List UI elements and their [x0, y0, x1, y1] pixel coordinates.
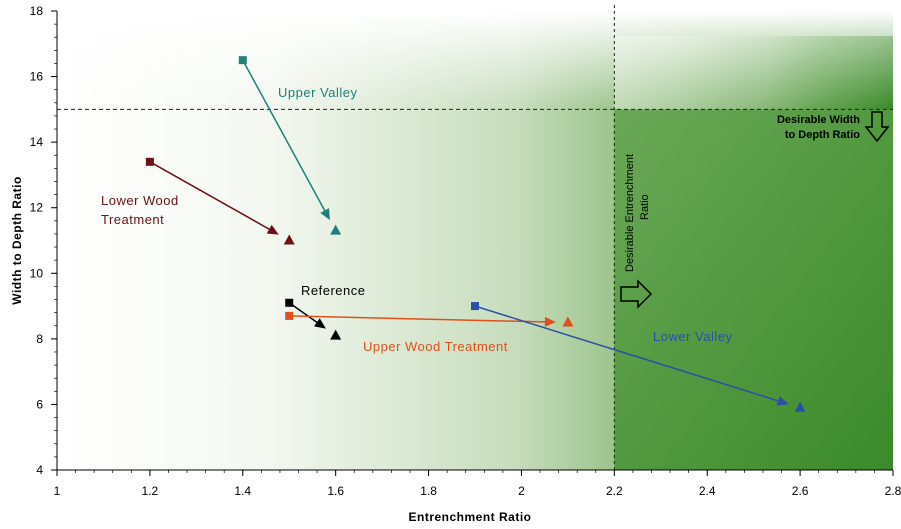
x-tick-label: 2.2: [606, 484, 623, 498]
y-tick-label: 18: [30, 4, 44, 18]
y-tick-label: 16: [30, 70, 44, 84]
x-tick-label: 1: [54, 484, 61, 498]
series-3-arrowhead: [544, 316, 556, 327]
x-tick-label: 2.6: [792, 484, 809, 498]
series-group: [145, 56, 806, 412]
series-2-arrowhead: [313, 318, 326, 329]
series-label-upper-valley: Upper Valley: [278, 85, 357, 100]
series-3-line: [289, 315, 549, 323]
series-2-line: [288, 302, 321, 326]
annotation-entrenchment-line1: Desirable Entrenchment: [624, 154, 636, 272]
series-0-end-marker: [330, 224, 342, 235]
x-tick-label: 1.2: [142, 484, 159, 498]
desirable-region: [614, 109, 893, 470]
y-axis-title: Width to Depth Ratio: [10, 176, 24, 305]
y-tick-label: 4: [36, 463, 43, 477]
series-label-lower-valley: Lower Valley: [653, 329, 732, 344]
desirable-region-top: [614, 36, 893, 110]
annotation-entrenchment: Desirable Entrenchment Ratio: [620, 154, 653, 309]
y-tick-label: 6: [36, 397, 43, 411]
series-0-arrowhead: [320, 208, 330, 221]
down-arrow-icon: [864, 111, 890, 143]
series-2-start-marker: [285, 298, 294, 307]
right-arrow-icon: [620, 279, 653, 309]
series-4-end-marker: [794, 401, 806, 412]
series-4-line: [474, 305, 783, 403]
plot-background: [57, 11, 893, 470]
y-tick-label: 10: [30, 266, 44, 280]
annotation-entrenchment-line2: Ratio: [639, 194, 651, 220]
series-4-arrowhead: [776, 396, 789, 406]
x-axis-title: Entrenchment Ratio: [408, 510, 531, 524]
series-3-end-marker: [562, 316, 574, 327]
series-2-end-marker: [330, 329, 342, 340]
x-tick-label: 1.6: [327, 484, 344, 498]
series-1-line: [149, 161, 274, 232]
x-tick-label: 1.8: [420, 484, 437, 498]
x-tick-label: 2: [518, 484, 525, 498]
series-label-upper-wood: Upper Wood Treatment: [363, 339, 508, 354]
series-label-lower-wood-line2: Treatment: [101, 212, 164, 227]
annotation-width-depth: Desirable Width to Depth Ratio: [777, 111, 890, 143]
series-1-start-marker: [145, 157, 154, 166]
series-1-end-marker: [283, 234, 295, 245]
y-tick-label: 14: [30, 135, 44, 149]
annotation-width-depth-line2: to Depth Ratio: [785, 129, 860, 141]
x-tick-label: 1.4: [234, 484, 251, 498]
x-tick-label: 2.8: [885, 484, 901, 498]
series-4-start-marker: [471, 302, 479, 311]
series-1-arrowhead: [266, 224, 279, 235]
series-0-line: [242, 59, 328, 215]
y-tick-label: 12: [30, 201, 44, 215]
x-tick-label: 2.4: [699, 484, 716, 498]
annotation-width-depth-line1: Desirable Width: [777, 114, 860, 126]
series-label-reference: Reference: [301, 283, 365, 298]
series-label-lower-wood-line1: Lower Wood: [101, 193, 179, 208]
axes: 1 1.2 1.4 1.6 1.8 2 2.2 2.4 2.6 2.8 4 6 8 10 12 14 16 18: [30, 4, 901, 498]
series-3-start-marker: [285, 311, 294, 320]
y-tick-label: 8: [36, 332, 43, 346]
series-0-start-marker: [238, 56, 247, 65]
